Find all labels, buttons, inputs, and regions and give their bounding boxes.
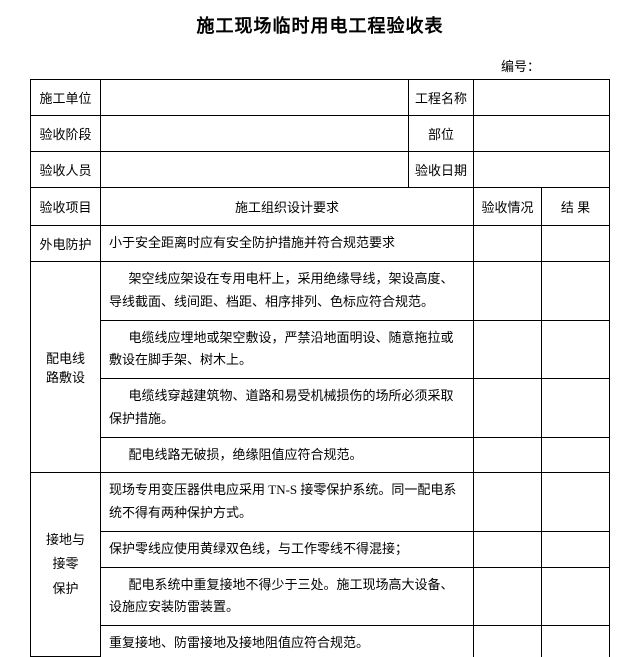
result-cell [542,320,610,379]
req-cell: 配电线路无破损，绝缘阻值应符合规范。 [101,437,474,473]
status-cell [474,626,542,657]
project-name-value [474,80,610,116]
status-header: 验收情况 [474,188,542,226]
req-cell: 架空线应架设在专用电杆上，采用绝缘导线，架设高度、导线截面、线间距、档距、相序排… [101,262,474,321]
result-cell [542,473,610,532]
status-cell [474,437,542,473]
item-cell: 配电线 路敷设 [31,262,101,473]
status-cell [474,320,542,379]
item-cell: 外电防护 [31,226,101,262]
table-row: 电缆线穿越建筑物、道路和易受机械损伤的场所必须采取保护措施。 [31,379,610,438]
date-label: 验收日期 [409,152,474,188]
item-line: 接地与 [31,528,100,553]
table-row: 重复接地、防雷接地及接地阻值应符合规范。 [31,626,610,657]
result-cell [542,626,610,657]
result-cell [542,437,610,473]
table-row: 保护零线应使用黄绿双色线，与工作零线不得混接； [31,531,610,567]
personnel-value [101,152,409,188]
table-row: 接地与 接零 保护 现场专用变压器供电应采用 TN-S 接零保护系统。同一配电系… [31,473,610,532]
table-row: 电缆线应埋地或架空敷设，严禁沿地面明设、随意拖拉或敷设在脚手架、树木上。 [31,320,610,379]
item-cell: 接地与 接零 保护 [31,473,101,657]
constr-unit-label: 施工单位 [31,80,101,116]
item-line: 保护 [31,577,100,602]
result-header: 结 果 [542,188,610,226]
result-cell [542,379,610,438]
result-cell [542,226,610,262]
status-cell [474,473,542,532]
table-row: 施工单位 工程名称 [31,80,610,116]
item-line: 接零 [31,552,100,577]
inspection-table: 施工单位 工程名称 验收阶段 部位 验收人员 验收日期 验收项目 施工组织设计要… [30,79,610,657]
result-cell [542,262,610,321]
result-cell [542,531,610,567]
item-line: 路敷设 [31,367,100,386]
doc-number-label: 编号： [30,56,610,75]
req-cell: 保护零线应使用黄绿双色线，与工作零线不得混接； [101,531,474,567]
table-row: 验收项目 施工组织设计要求 验收情况 结 果 [31,188,610,226]
result-cell [542,567,610,626]
item-line: 配电线 [31,348,100,367]
req-cell: 电缆线应埋地或架空敷设，严禁沿地面明设、随意拖拉或敷设在脚手架、树木上。 [101,320,474,379]
req-cell: 现场专用变压器供电应采用 TN-S 接零保护系统。同一配电系统不得有两种保护方式… [101,473,474,532]
status-cell [474,379,542,438]
project-name-label: 工程名称 [409,80,474,116]
status-cell [474,262,542,321]
table-row: 验收阶段 部位 [31,116,610,152]
phase-value [101,116,409,152]
req-cell: 配电系统中重复接地不得少于三处。施工现场高大设备、设施应安装防雷装置。 [101,567,474,626]
design-req-header: 施工组织设计要求 [101,188,474,226]
personnel-label: 验收人员 [31,152,101,188]
status-cell [474,567,542,626]
phase-label: 验收阶段 [31,116,101,152]
table-row: 验收人员 验收日期 [31,152,610,188]
date-value [474,152,610,188]
dept-value [474,116,610,152]
table-row: 配电线 路敷设 架空线应架设在专用电杆上，采用绝缘导线，架设高度、导线截面、线间… [31,262,610,321]
table-row: 配电线路无破损，绝缘阻值应符合规范。 [31,437,610,473]
dept-label: 部位 [409,116,474,152]
item-header: 验收项目 [31,188,101,226]
req-cell: 小于安全距离时应有安全防护措施并符合规范要求 [101,226,474,262]
constr-unit-value [101,80,409,116]
status-cell [474,226,542,262]
page-title: 施工现场临时用电工程验收表 [30,12,610,38]
req-cell: 重复接地、防雷接地及接地阻值应符合规范。 [101,626,474,657]
table-row: 配电系统中重复接地不得少于三处。施工现场高大设备、设施应安装防雷装置。 [31,567,610,626]
req-cell: 电缆线穿越建筑物、道路和易受机械损伤的场所必须采取保护措施。 [101,379,474,438]
table-row: 外电防护 小于安全距离时应有安全防护措施并符合规范要求 [31,226,610,262]
status-cell [474,531,542,567]
